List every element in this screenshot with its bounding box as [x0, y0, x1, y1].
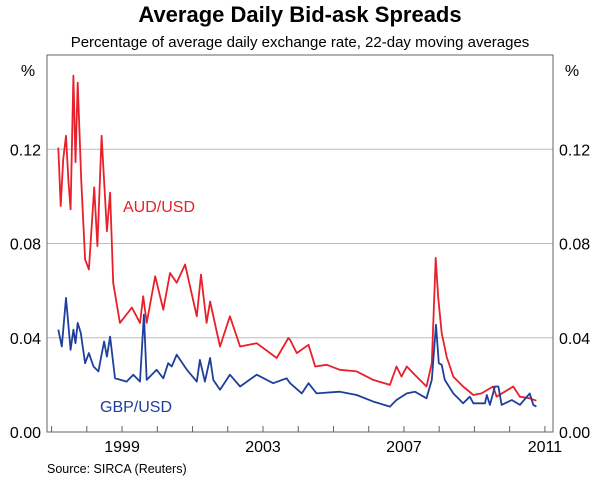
x-tick-label: 1999: [104, 439, 140, 456]
x-tick-label: 2011: [528, 439, 563, 456]
series-label-gbp-usd: GBP/USD: [100, 399, 172, 416]
chart-title: Average Daily Bid-ask Spreads: [138, 2, 461, 27]
y-axis-unit-right: %: [565, 63, 579, 80]
y-tick-label-left: 0.00: [10, 425, 41, 442]
source-note: Source: SIRCA (Reuters): [47, 462, 187, 476]
series-label-aud-usd: AUD/USD: [123, 199, 195, 216]
series-line-aud-usd: [57, 74, 537, 402]
chart-subtitle: Percentage of average daily exchange rat…: [71, 34, 530, 51]
y-tick-label-right: 0.08: [559, 237, 590, 254]
y-tick-label-left: 0.08: [10, 237, 41, 254]
x-tick-label: 2007: [386, 439, 422, 456]
series-line-gbp-usd: [57, 296, 537, 408]
y-tick-label-right: 0.04: [559, 331, 590, 348]
y-tick-label-right: 0.00: [559, 425, 590, 442]
y-axis-unit-left: %: [21, 63, 35, 80]
x-tick-label: 2003: [245, 439, 281, 456]
y-tick-label-right: 0.12: [559, 142, 590, 159]
plot-frame: [46, 54, 554, 433]
y-tick-label-left: 0.12: [10, 142, 41, 159]
y-tick-label-left: 0.04: [10, 331, 41, 348]
